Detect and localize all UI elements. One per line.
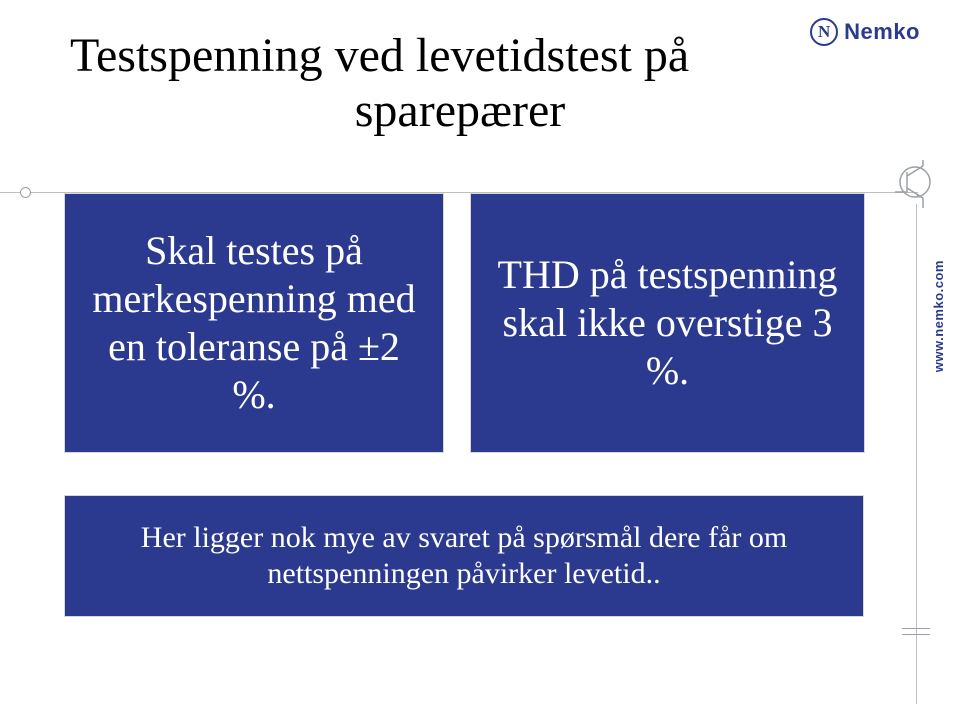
info-box-text: Her ligger nok mye av svaret på spørsmål… [83, 520, 845, 592]
title-line-2: sparepærer [180, 83, 740, 138]
slide-title: Testspenning ved levetidstest på sparepæ… [70, 28, 850, 138]
transistor-icon [895, 150, 935, 210]
info-box-text: Skal testes på merkespenning med en tole… [83, 227, 425, 419]
info-box-thd: THD på testspenning skal ikke overstige … [470, 193, 865, 453]
info-box-merkespenning: Skal testes på merkespenning med en tole… [64, 193, 444, 453]
title-line-1: Testspenning ved levetidstest på [70, 28, 850, 83]
capacitor-icon [902, 626, 930, 638]
info-box-conclusion: Her ligger nok mye av svaret på spørsmål… [64, 495, 864, 617]
side-url: www.nemko.com [931, 260, 946, 372]
info-box-text: THD på testspenning skal ikke overstige … [489, 251, 846, 395]
nemko-logo-text: Nemko [844, 19, 920, 45]
nemko-logo-icon: N [810, 18, 838, 46]
circuit-node-icon [20, 187, 31, 198]
nemko-logo: N Nemko [810, 16, 920, 48]
